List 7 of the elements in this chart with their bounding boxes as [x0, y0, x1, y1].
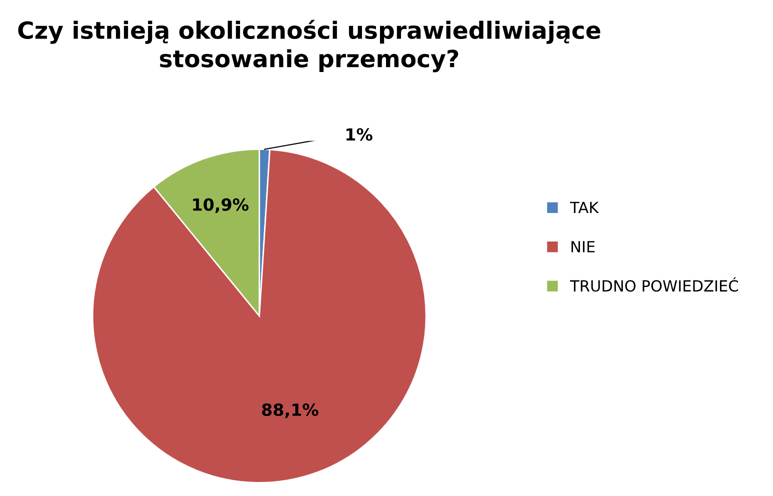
data-label: 88,1%	[262, 403, 318, 418]
chart-title: Czy istnieją okoliczności usprawiedliwiające stosowanie przemocy?	[18, 20, 600, 72]
data-label: 10,9%	[193, 198, 249, 213]
legend-label: TAK	[570, 202, 599, 213]
legend-label: TRUDNO POWIEDZIEĆ	[570, 277, 738, 292]
legend-label: NIE	[572, 241, 595, 252]
data-label: 1%	[346, 128, 372, 141]
